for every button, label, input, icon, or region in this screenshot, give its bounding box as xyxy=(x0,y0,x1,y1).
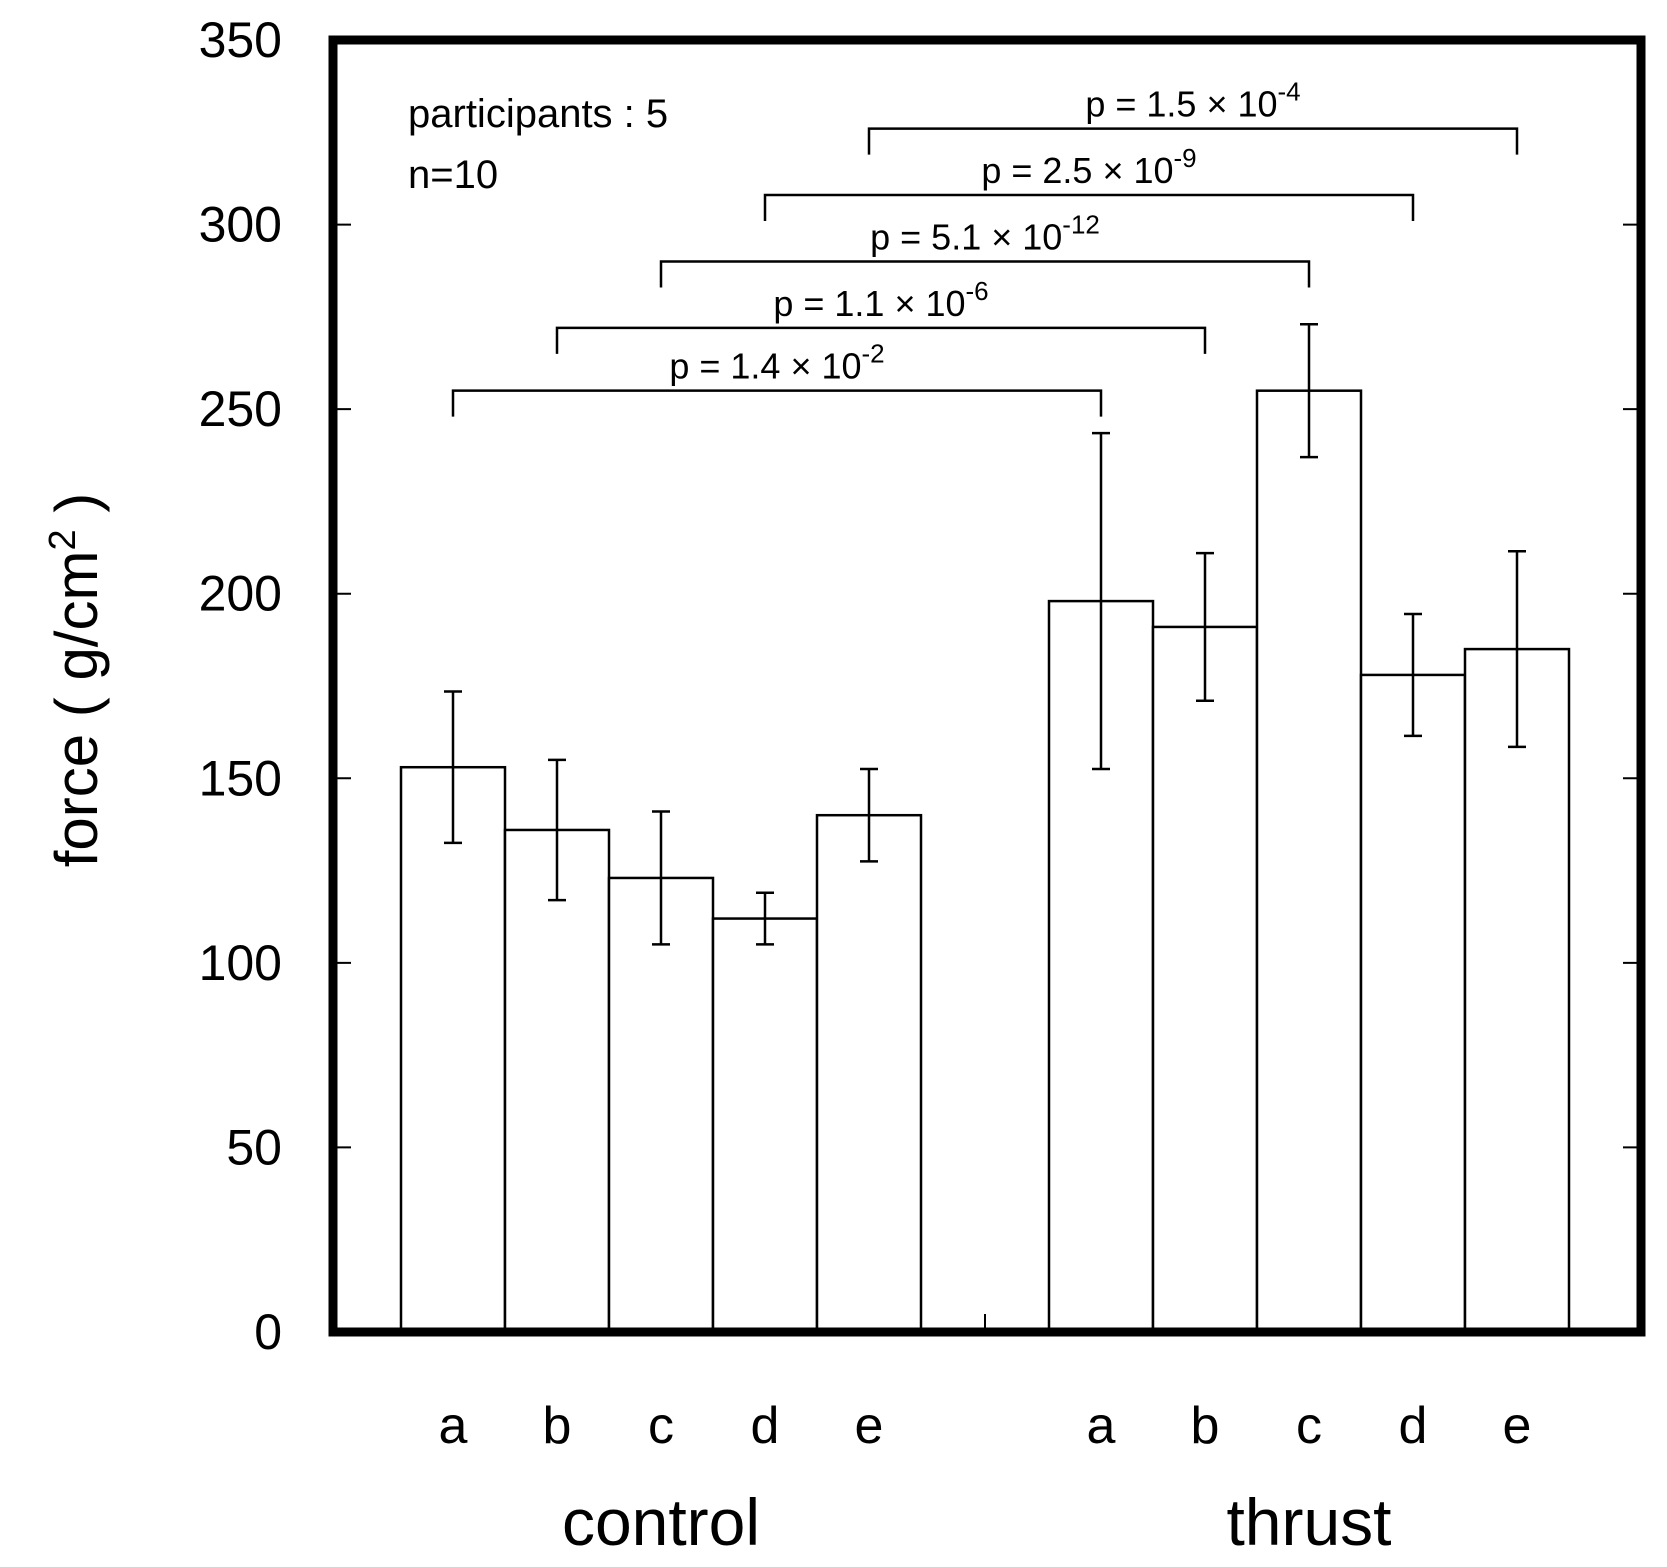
significance-bracket xyxy=(659,260,1311,288)
y-tick-label: 50 xyxy=(226,1119,282,1175)
significance-bracket xyxy=(451,389,1103,417)
x-tick-label: c xyxy=(648,1397,674,1455)
bar-control-e xyxy=(815,813,923,1334)
y-axis-title-superscript: 2 xyxy=(42,529,84,550)
y-axis-title-close: ) xyxy=(43,493,110,530)
y-tick-label: 300 xyxy=(199,197,282,253)
p-value-label: p = 2.5 × 10-9 xyxy=(981,143,1196,191)
bar-control-a xyxy=(399,765,507,1334)
bar-control-b xyxy=(503,828,611,1334)
p-value-exponent: -6 xyxy=(966,276,989,306)
y-tick-label: 350 xyxy=(199,12,282,68)
y-tick-label: 200 xyxy=(199,566,282,622)
x-tick-label: e xyxy=(855,1397,884,1455)
group-label-thrust: thrust xyxy=(1226,1485,1391,1559)
p-value-label: p = 5.1 × 10-12 xyxy=(870,209,1100,257)
x-tick-label: d xyxy=(1399,1397,1428,1455)
p-value-exponent: -2 xyxy=(862,339,885,369)
significance-bracket xyxy=(867,127,1519,155)
y-tick-label: 250 xyxy=(199,381,282,437)
participants-note: participants : 5 xyxy=(408,92,668,136)
x-tick-label: a xyxy=(439,1397,468,1455)
x-tick-label: b xyxy=(1191,1397,1220,1455)
significance-brackets-layer: p = 1.4 × 10-2 p = 1.1 × 10-6 p = 5.1 × 10… xyxy=(451,77,1519,417)
p-value-exponent: -9 xyxy=(1174,143,1197,173)
y-tick-labels: 0 50 100 150 200 250 300 350 xyxy=(199,12,282,1360)
bar-thrust-c xyxy=(1255,389,1363,1334)
bar-thrust-d xyxy=(1359,673,1467,1334)
p-value-label: p = 1.1 × 10-6 xyxy=(773,276,988,324)
significance-bracket xyxy=(763,193,1415,222)
p-value-label: p = 1.4 × 10-2 xyxy=(669,339,884,387)
p-value-mantissa: p = 1.1 × 10 xyxy=(773,283,965,324)
x-tick-label: a xyxy=(1087,1397,1116,1455)
x-tick-label: e xyxy=(1503,1397,1532,1455)
group-labels: control thrust xyxy=(562,1485,1392,1559)
p-value-mantissa: p = 1.4 × 10 xyxy=(669,346,861,387)
p-value-mantissa: p = 1.5 × 10 xyxy=(1085,84,1277,125)
x-tick-label: c xyxy=(1296,1397,1322,1455)
p-value-exponent: -12 xyxy=(1062,209,1100,239)
plot-frame xyxy=(328,35,1646,1337)
p-value-mantissa: p = 5.1 × 10 xyxy=(870,216,1062,257)
error-bars-layer xyxy=(444,322,1526,946)
p-value-mantissa: p = 2.5 × 10 xyxy=(981,150,1173,191)
bar-control-d xyxy=(711,917,819,1334)
bar-thrust-e xyxy=(1463,647,1571,1334)
bar-thrust-b xyxy=(1151,625,1259,1334)
y-tick-label: 150 xyxy=(199,750,282,806)
x-tick-label: d xyxy=(751,1397,780,1455)
bar-control-c xyxy=(607,876,715,1334)
y-axis-title: force ( g/cm2 ) xyxy=(42,493,110,868)
significance-bracket xyxy=(555,326,1207,354)
y-tick-label: 100 xyxy=(199,935,282,991)
group-label-control: control xyxy=(562,1485,760,1559)
p-value-exponent: -4 xyxy=(1278,77,1301,107)
x-tick-label: b xyxy=(543,1397,572,1455)
n-note: n=10 xyxy=(408,153,498,197)
p-value-label: p = 1.5 × 10-4 xyxy=(1085,77,1300,125)
y-tick-label: 0 xyxy=(254,1304,282,1360)
bars-layer xyxy=(399,389,1571,1334)
y-axis-title-main: force ( g/cm xyxy=(43,551,110,868)
